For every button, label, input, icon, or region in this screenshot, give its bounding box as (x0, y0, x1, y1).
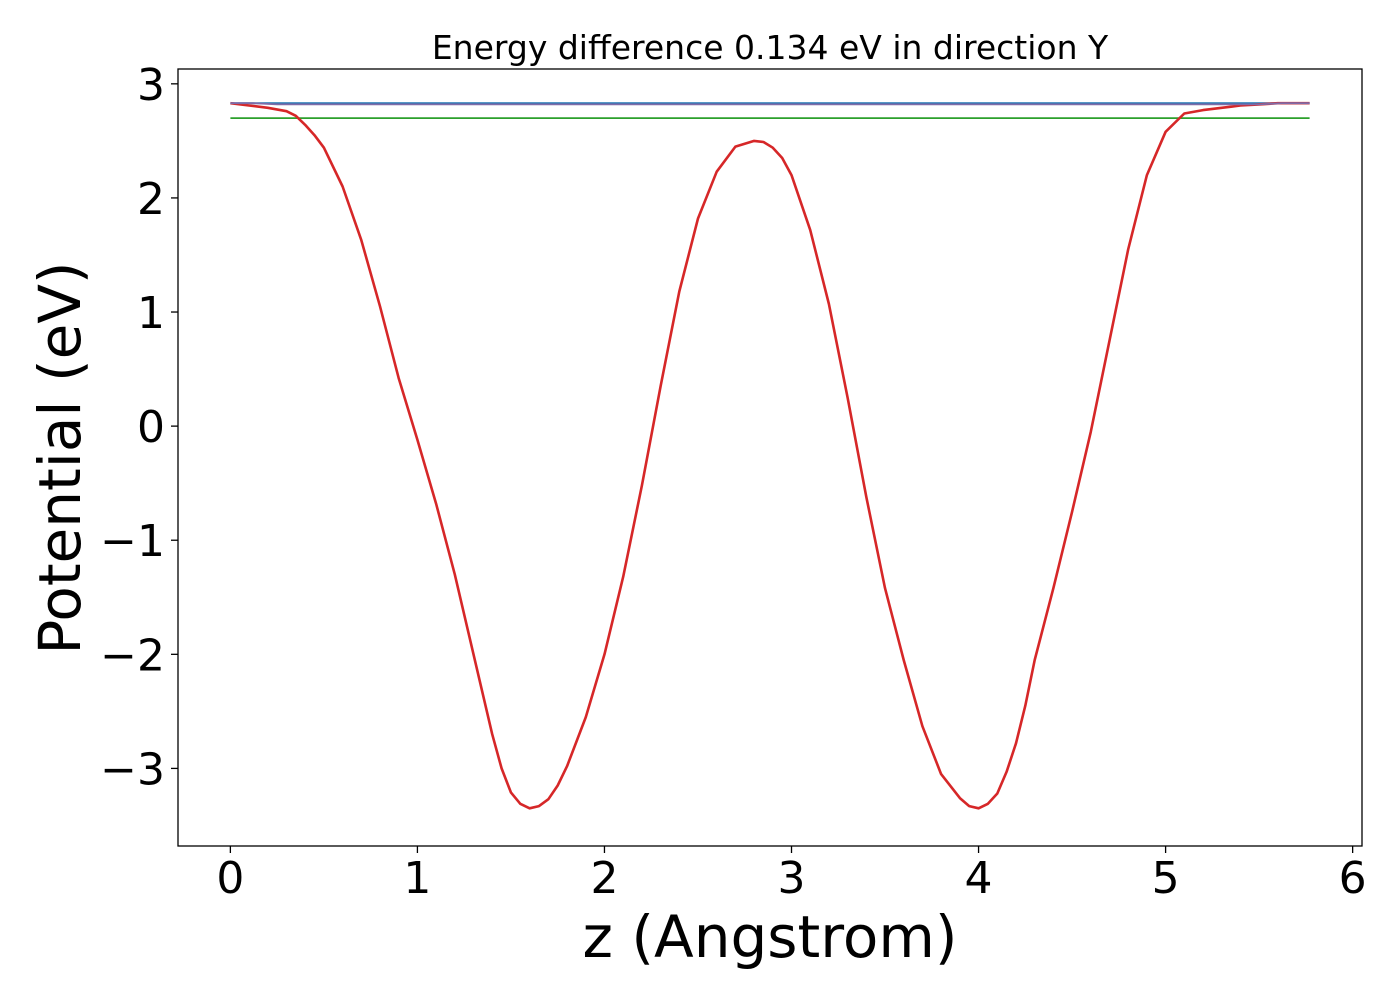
x-tick-label: 4 (965, 853, 993, 904)
y-axis-title: Potential (eV) (26, 261, 94, 654)
series-line-3 (230, 101, 1310, 810)
x-tick-label: 0 (216, 853, 244, 904)
x-tick-label: 3 (778, 853, 806, 904)
chart-title: Energy difference 0.134 eV in direction … (432, 28, 1109, 67)
y-axis: −3 −2 −1 0 1 2 3 (100, 60, 178, 795)
y-tick-label: 1 (137, 288, 165, 339)
y-tick-label: −3 (100, 744, 165, 795)
x-tick-label: 6 (1339, 853, 1367, 904)
x-tick-label: 2 (590, 853, 618, 904)
y-tick-label: 0 (137, 402, 165, 453)
y-tick-label: 2 (137, 174, 165, 225)
y-tick-label: 3 (137, 60, 165, 111)
x-axis: 0 1 2 3 4 5 6 (216, 846, 1367, 904)
x-tick-label: 1 (403, 853, 431, 904)
plot-frame (177, 68, 1363, 847)
x-axis-title: z (Angstrom) (583, 903, 958, 971)
y-tick-label: −1 (100, 516, 165, 567)
series-line-4 (230, 102, 1310, 106)
x-tick-label: 5 (1152, 853, 1180, 904)
plot-area (230, 101, 1310, 810)
y-tick-label: −2 (100, 630, 165, 681)
